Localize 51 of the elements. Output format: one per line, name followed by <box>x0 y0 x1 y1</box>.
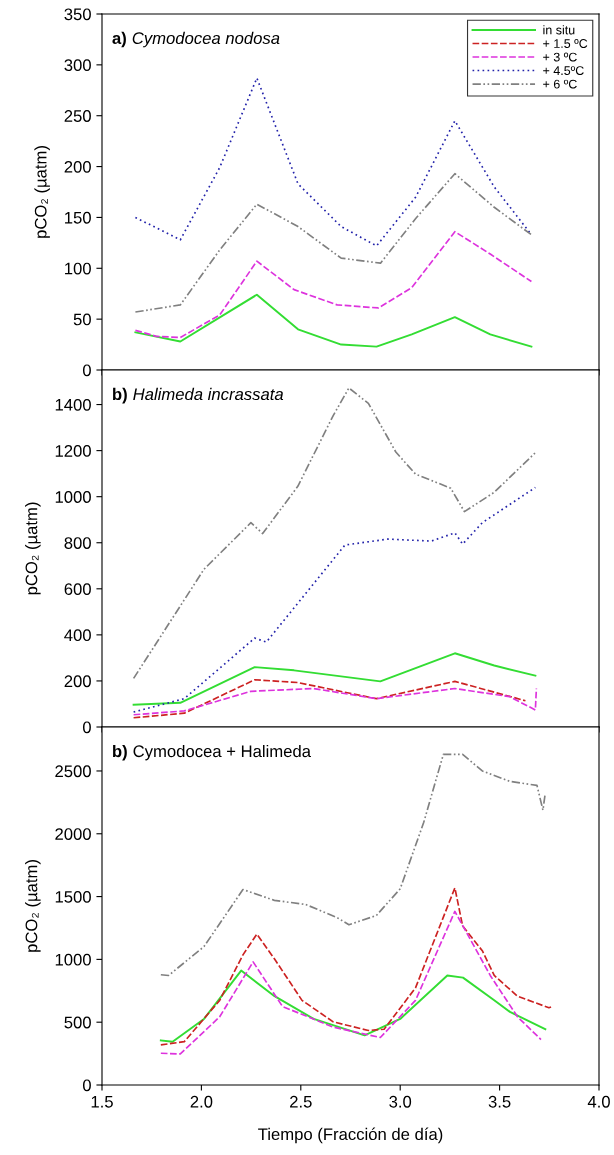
line-series <box>134 230 533 339</box>
y-axis-title: pCO₂ (µatm) <box>25 502 41 595</box>
line-series <box>132 652 537 706</box>
y-axis-title: pCO₂ (µatm) <box>25 860 41 952</box>
x-tick-label: 1.5 <box>91 1096 113 1108</box>
y-tick-label: 1500 <box>55 890 91 903</box>
line-series <box>134 293 533 348</box>
y-tick-label: 300 <box>64 59 91 72</box>
y-tick-label: 800 <box>64 537 91 549</box>
line-series <box>160 910 542 1055</box>
legend-label: + 6 ºC <box>543 79 577 89</box>
line-series <box>132 687 538 716</box>
x-axis-title: Tiempo (Fracción de día) <box>258 1127 443 1144</box>
y-tick-label: 1000 <box>55 953 91 966</box>
y-tick-label: 350 <box>64 8 91 21</box>
y-tick-label: 50 <box>73 313 91 326</box>
line-series <box>160 887 554 1046</box>
y-tick-label: 100 <box>65 262 91 275</box>
y-tick-label: 400 <box>64 629 91 642</box>
line-series <box>134 77 533 247</box>
y-tick-label: 1000 <box>55 491 91 503</box>
y-tick-label: 2500 <box>55 765 91 778</box>
legend-label: + 1.5 ºC <box>543 39 588 48</box>
text: b) Halimeda incrassata <box>113 387 284 404</box>
y-tick-label: 0 <box>82 1079 91 1092</box>
y-axis-title: pCO₂ (µatm) <box>34 146 50 238</box>
y-tick-label: 500 <box>64 1016 91 1029</box>
y-tick-label: 0 <box>82 721 91 734</box>
line-series <box>132 387 537 680</box>
legend-label: + 3 ºC <box>543 52 577 62</box>
y-tick-label: 1200 <box>55 445 91 457</box>
x-tick-label: 2.5 <box>290 1095 312 1108</box>
legend-label: + 4.5ºC <box>543 66 584 76</box>
y-tick-label: 1400 <box>55 398 91 411</box>
y-tick-label: 200 <box>64 160 91 173</box>
line-series <box>159 969 547 1043</box>
x-tick-label: 4.0 <box>587 1095 610 1108</box>
y-tick-label: 150 <box>65 211 91 224</box>
y-tick-label: 2000 <box>55 828 91 840</box>
y-tick-label: 200 <box>64 675 91 688</box>
text: b) Cymodocea + Halimeda <box>113 744 311 761</box>
x-tick-label: 3.0 <box>389 1095 412 1108</box>
y-tick-label: 0 <box>82 364 91 377</box>
text: a) Cymodocea nodosa <box>112 31 280 48</box>
y-tick-label: 250 <box>64 110 91 122</box>
line-series <box>132 678 527 719</box>
x-tick-label: 2.0 <box>190 1095 213 1108</box>
x-tick-label: 3.5 <box>488 1095 511 1108</box>
line-series <box>134 172 533 313</box>
y-tick-label: 600 <box>64 583 91 596</box>
legend-label: in situ <box>543 25 575 35</box>
